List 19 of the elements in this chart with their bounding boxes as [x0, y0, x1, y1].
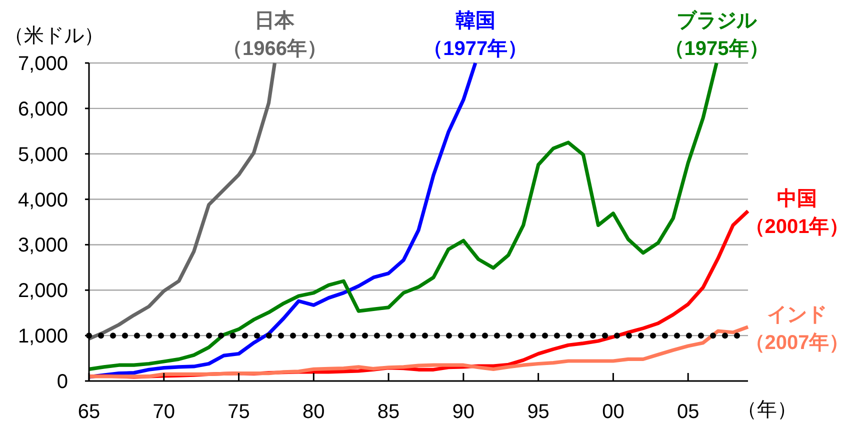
y-tick-label: 3,000 [18, 234, 68, 257]
x-tick-label: 65 [78, 401, 100, 423]
y-tick-label: 4,000 [18, 189, 68, 212]
y-tick-label: 7,000 [18, 53, 68, 75]
x-axis-title: （年） [737, 399, 797, 421]
y-tick-label: 5,000 [18, 144, 68, 166]
x-tick-label: 70 [152, 401, 176, 423]
x-tick-label: 80 [302, 401, 325, 423]
y-axis-title: （米ドル） [4, 25, 104, 47]
x-tick-label: 05 [676, 401, 700, 423]
y-tick-label: 2,000 [18, 280, 68, 302]
y-tick-label: 0 [56, 371, 68, 393]
x-tick-label: 00 [602, 401, 624, 423]
x-tick-label: 90 [452, 401, 475, 423]
x-tick-label: 75 [228, 401, 250, 423]
x-tick-label: 85 [377, 401, 400, 423]
y-tick-label: 6,000 [18, 98, 68, 120]
y-tick-label: 1,000 [18, 326, 68, 348]
x-tick-label: 95 [527, 401, 550, 423]
